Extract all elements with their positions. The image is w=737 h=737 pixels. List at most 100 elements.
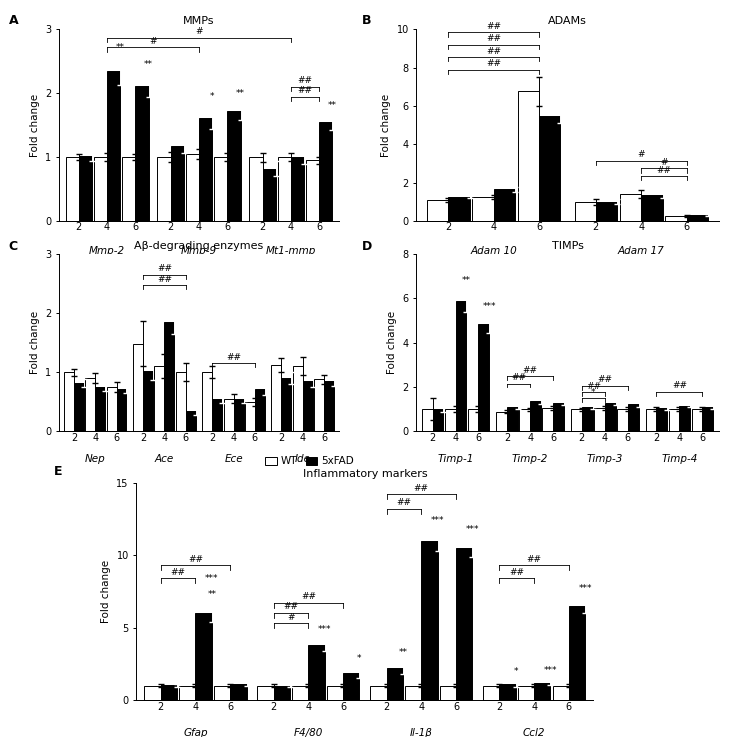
Bar — [483, 685, 500, 700]
Bar — [64, 372, 74, 431]
Text: ##: ## — [509, 567, 524, 576]
Bar — [427, 200, 448, 221]
Bar — [308, 645, 325, 700]
Text: Adam 10: Adam 10 — [470, 246, 517, 256]
Bar — [214, 685, 230, 700]
Text: ##: ## — [397, 498, 411, 507]
Text: B: B — [362, 14, 371, 27]
Text: ##: ## — [511, 373, 526, 383]
Bar — [553, 685, 569, 700]
Bar — [500, 684, 516, 700]
Bar — [530, 402, 541, 431]
Bar — [569, 606, 585, 700]
Bar — [94, 157, 107, 221]
Bar — [133, 344, 143, 431]
Text: Nep: Nep — [85, 454, 105, 464]
Bar — [303, 381, 312, 431]
Bar — [520, 410, 530, 431]
Title: Aβ-degrading enzymes: Aβ-degrading enzymes — [134, 241, 264, 251]
Bar — [230, 684, 246, 700]
Bar — [581, 407, 593, 431]
Bar — [478, 324, 489, 431]
Bar — [542, 408, 553, 431]
Text: ##: ## — [171, 567, 186, 576]
Bar — [605, 403, 615, 431]
Text: #: # — [195, 27, 203, 36]
Text: Mmp-9: Mmp-9 — [181, 246, 217, 256]
Bar — [255, 388, 265, 431]
Bar — [85, 378, 95, 431]
Bar — [293, 366, 303, 431]
Bar — [422, 541, 438, 700]
Text: #: # — [150, 37, 157, 46]
Text: Mt1-mmp: Mt1-mmp — [265, 246, 316, 256]
Bar — [107, 387, 116, 431]
Text: E: E — [54, 465, 63, 478]
Text: Mmp-2: Mmp-2 — [89, 246, 125, 256]
Text: ##: ## — [486, 46, 501, 56]
Title: Inflammatory markers: Inflammatory markers — [302, 469, 427, 479]
Text: *: * — [591, 388, 595, 397]
Bar — [319, 122, 332, 221]
Bar — [175, 372, 186, 431]
Text: ***: *** — [205, 573, 219, 583]
Bar — [680, 406, 691, 431]
Bar — [455, 301, 467, 431]
Bar — [257, 685, 273, 700]
Bar — [668, 409, 680, 431]
Bar — [595, 201, 617, 221]
Legend: WT, 5xFAD: WT, 5xFAD — [261, 453, 358, 470]
Text: ##: ## — [157, 274, 172, 284]
Bar — [456, 548, 472, 700]
Bar — [282, 378, 291, 431]
Bar — [534, 682, 551, 700]
Bar — [326, 685, 343, 700]
Text: ##: ## — [672, 381, 687, 391]
Text: Timp-3: Timp-3 — [587, 454, 623, 464]
Text: ##: ## — [523, 366, 538, 375]
Y-axis label: Fold change: Fold change — [29, 311, 40, 374]
Bar — [691, 409, 702, 431]
Text: **: ** — [116, 43, 125, 52]
Bar — [497, 412, 507, 431]
Bar — [273, 685, 290, 700]
Text: ##: ## — [586, 382, 601, 391]
Bar — [291, 157, 304, 221]
Bar — [245, 402, 255, 431]
Bar — [199, 118, 212, 221]
Bar — [571, 410, 581, 431]
Bar — [186, 411, 195, 431]
Text: F4/80: F4/80 — [293, 728, 323, 737]
Y-axis label: Fold change: Fold change — [387, 311, 397, 374]
Bar — [518, 685, 534, 700]
Text: ##: ## — [284, 602, 298, 612]
Bar — [539, 116, 560, 221]
Bar — [195, 613, 212, 700]
Bar — [179, 685, 195, 700]
Bar — [278, 157, 291, 221]
Text: **: ** — [462, 276, 471, 285]
Text: ##: ## — [486, 22, 501, 31]
Text: ##: ## — [597, 375, 612, 385]
Bar — [444, 409, 455, 431]
Text: ##: ## — [486, 35, 501, 43]
Bar — [324, 381, 334, 431]
Text: Ide: Ide — [295, 454, 311, 464]
Bar — [386, 668, 403, 700]
Bar — [553, 403, 564, 431]
Text: Ace: Ace — [155, 454, 174, 464]
Text: Adam 17: Adam 17 — [618, 246, 665, 256]
Text: **: ** — [328, 101, 337, 110]
Text: #: # — [638, 150, 645, 159]
Text: *: * — [514, 666, 518, 676]
Text: ##: ## — [298, 77, 312, 85]
Bar — [575, 202, 595, 221]
Bar — [518, 91, 539, 221]
Text: #: # — [660, 158, 668, 167]
Text: Ece: Ece — [224, 454, 243, 464]
Bar — [687, 215, 708, 221]
Bar — [292, 685, 308, 700]
Y-axis label: Fold change: Fold change — [381, 94, 391, 157]
Bar — [448, 197, 469, 221]
Y-axis label: Fold change: Fold change — [101, 560, 111, 623]
